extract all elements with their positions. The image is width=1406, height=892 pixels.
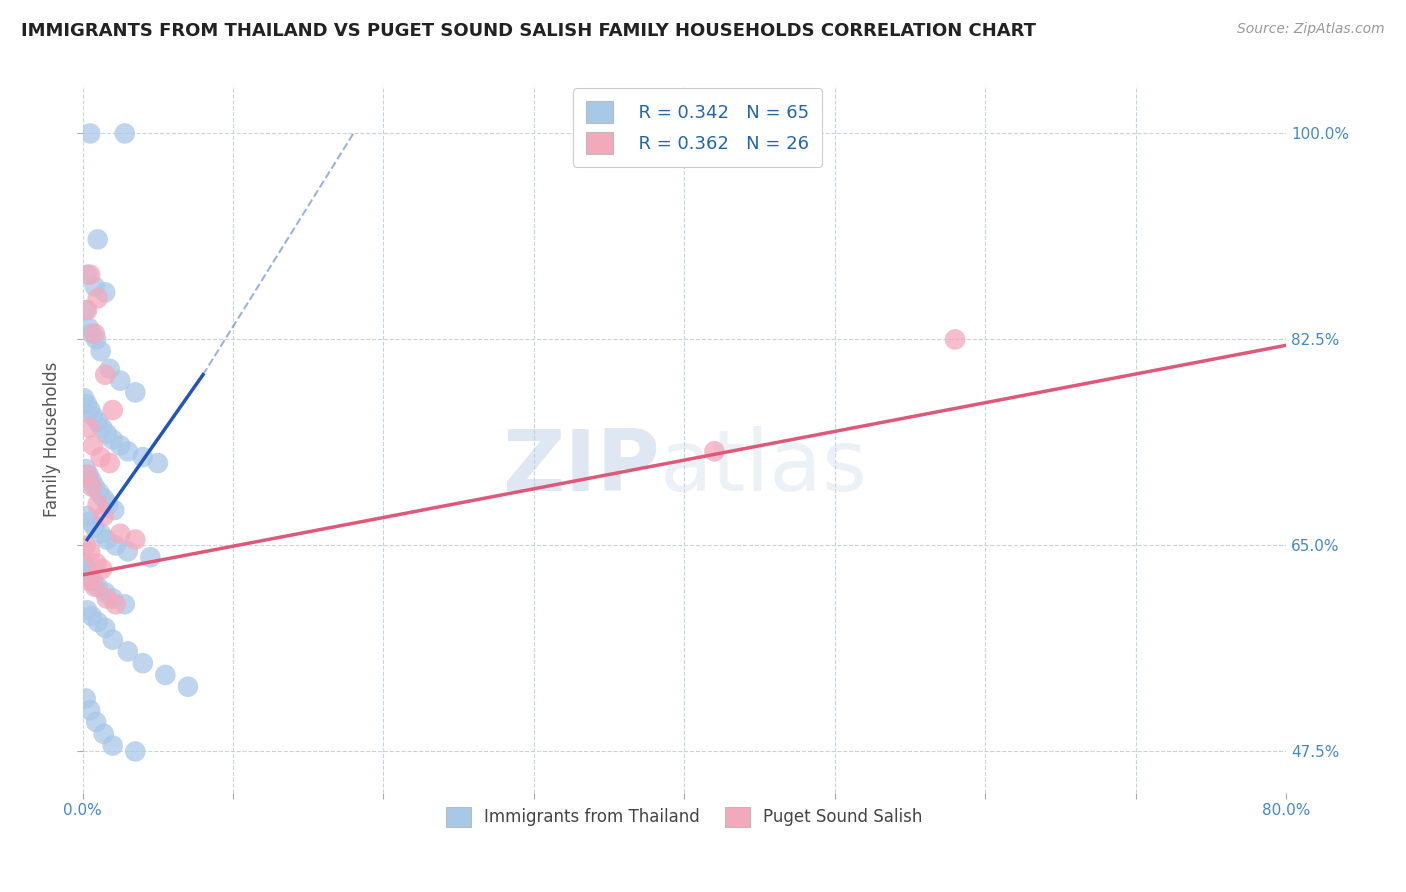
Point xyxy=(77,467,100,482)
Point xyxy=(75,538,97,552)
Point xyxy=(124,744,146,758)
Point xyxy=(89,485,111,500)
Point xyxy=(86,291,108,305)
Point xyxy=(77,421,100,435)
Point xyxy=(83,480,105,494)
Text: ZIP: ZIP xyxy=(502,426,661,509)
Point xyxy=(104,538,127,552)
Point xyxy=(101,632,124,647)
Point xyxy=(84,556,107,570)
Point xyxy=(943,333,966,347)
Point xyxy=(114,127,136,141)
Point xyxy=(79,703,101,717)
Point xyxy=(124,533,146,547)
Point xyxy=(103,503,125,517)
Point xyxy=(83,580,105,594)
Point xyxy=(77,320,100,334)
Point xyxy=(82,574,104,588)
Point xyxy=(97,497,120,511)
Point xyxy=(101,739,124,753)
Point xyxy=(91,562,114,576)
Point xyxy=(86,497,108,511)
Point xyxy=(96,426,118,441)
Text: atlas: atlas xyxy=(661,426,869,509)
Point xyxy=(177,680,200,694)
Point xyxy=(84,714,107,729)
Point xyxy=(132,450,155,465)
Point xyxy=(79,127,101,141)
Point xyxy=(76,303,98,318)
Point xyxy=(86,232,108,246)
Point xyxy=(90,344,112,359)
Point xyxy=(117,444,139,458)
Point xyxy=(110,526,132,541)
Point xyxy=(114,597,136,611)
Point xyxy=(101,591,124,606)
Point xyxy=(86,615,108,629)
Point xyxy=(75,691,97,706)
Text: Source: ZipAtlas.com: Source: ZipAtlas.com xyxy=(1237,22,1385,37)
Point xyxy=(77,574,100,588)
Point xyxy=(117,644,139,658)
Point xyxy=(94,368,117,382)
Point xyxy=(75,303,97,318)
Point xyxy=(86,415,108,429)
Point xyxy=(76,397,98,411)
Point xyxy=(79,403,101,417)
Point xyxy=(101,403,124,417)
Point xyxy=(84,333,107,347)
Point xyxy=(94,585,117,599)
Point xyxy=(76,467,98,482)
Point xyxy=(76,603,98,617)
Point xyxy=(75,562,97,576)
Point xyxy=(80,474,103,488)
Point xyxy=(79,268,101,282)
Point xyxy=(110,374,132,388)
Point xyxy=(93,509,115,524)
Point xyxy=(93,727,115,741)
Point xyxy=(101,433,124,447)
Point xyxy=(83,326,105,341)
Legend: Immigrants from Thailand, Puget Sound Salish: Immigrants from Thailand, Puget Sound Sa… xyxy=(439,800,929,834)
Point xyxy=(146,456,169,470)
Point xyxy=(82,438,104,452)
Point xyxy=(93,491,115,506)
Point xyxy=(75,462,97,476)
Point xyxy=(82,409,104,423)
Point xyxy=(73,392,96,406)
Text: IMMIGRANTS FROM THAILAND VS PUGET SOUND SALISH FAMILY HOUSEHOLDS CORRELATION CHA: IMMIGRANTS FROM THAILAND VS PUGET SOUND … xyxy=(21,22,1036,40)
Point xyxy=(94,621,117,635)
Point xyxy=(132,656,155,670)
Point xyxy=(155,668,177,682)
Point xyxy=(98,362,121,376)
Point xyxy=(117,544,139,558)
Point xyxy=(80,326,103,341)
Point xyxy=(83,521,105,535)
Point xyxy=(86,580,108,594)
Point xyxy=(79,515,101,529)
Point xyxy=(90,526,112,541)
Point xyxy=(79,544,101,558)
Point xyxy=(98,456,121,470)
Point xyxy=(104,597,127,611)
Point xyxy=(124,385,146,400)
Point xyxy=(96,591,118,606)
Point xyxy=(139,550,162,565)
Y-axis label: Family Households: Family Households xyxy=(44,362,60,517)
Point xyxy=(80,609,103,624)
Point xyxy=(91,421,114,435)
Point xyxy=(77,567,100,582)
Point xyxy=(110,438,132,452)
Point xyxy=(73,556,96,570)
Point xyxy=(80,480,103,494)
Point xyxy=(76,509,98,524)
Point xyxy=(90,450,112,465)
Point xyxy=(703,444,725,458)
Point xyxy=(96,533,118,547)
Point xyxy=(76,268,98,282)
Point xyxy=(94,285,117,300)
Point xyxy=(83,279,105,293)
